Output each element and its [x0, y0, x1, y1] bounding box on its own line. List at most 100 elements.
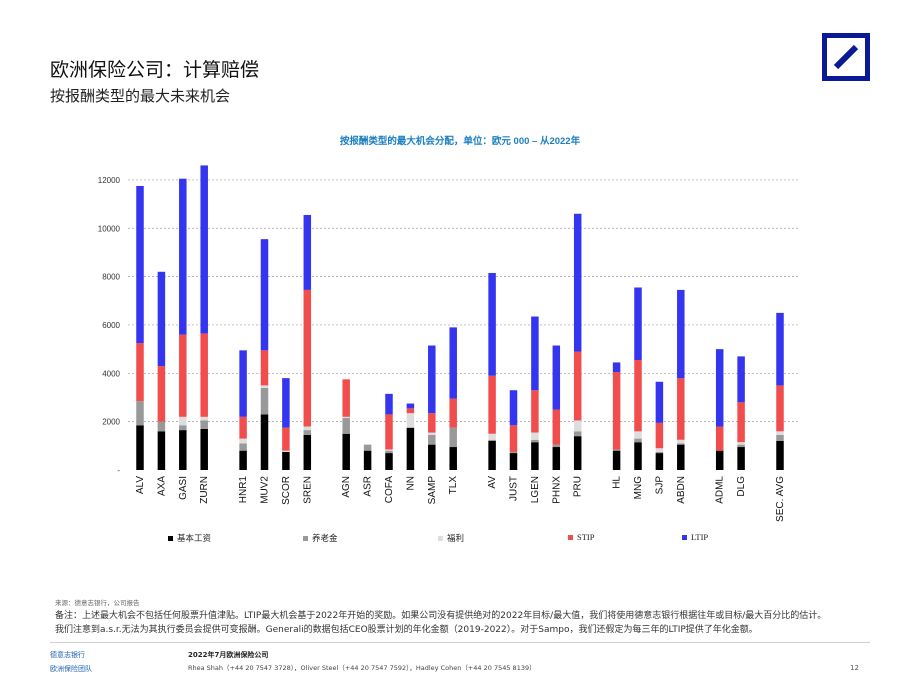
- x-tick-label: SCOR: [281, 476, 292, 505]
- bar-segment: [157, 431, 166, 470]
- bar-segment: [509, 451, 518, 454]
- bar-segment: [200, 428, 208, 470]
- y-tick-label: -: [117, 466, 120, 475]
- bar-segment: [677, 378, 685, 440]
- bar-segment: [715, 349, 724, 427]
- bar-segment: [282, 378, 290, 428]
- y-tick-label: 4000: [102, 369, 120, 378]
- bar-segment: [552, 447, 561, 470]
- bar-segment: [200, 333, 208, 417]
- page-number: 12: [850, 664, 859, 672]
- legend-item-pension: 养老金: [303, 532, 338, 544]
- bar-segment: [634, 442, 642, 470]
- bar-segment: [776, 312, 784, 386]
- legend-swatch-pension: [303, 535, 308, 541]
- bar-segment: [260, 239, 269, 351]
- bar-segment: [385, 449, 393, 451]
- x-tick-label: AV: [487, 476, 498, 489]
- stacked-bar-chart: - 2000 4000 6000 8000 10000 12000 ALV AXA GASI ZUR…: [98, 165, 798, 522]
- page-title: 欧洲保险公司：计算赔偿: [50, 59, 260, 81]
- bar-segment: [612, 362, 621, 373]
- footer-bank-name: 德意志银行: [50, 651, 85, 659]
- chart-title: 按报酬类型的最大机会分配，单位：欧元 000 – 从2022年: [339, 136, 581, 147]
- bar-segment: [239, 350, 247, 417]
- x-tick-label: PHNX: [551, 476, 562, 504]
- bar-segment: [239, 416, 247, 439]
- bar-segment: [282, 451, 290, 470]
- bar-segment: [179, 430, 187, 470]
- bar-segment: [573, 351, 582, 421]
- bar-segment: [677, 439, 685, 444]
- x-tick-label: ZURN: [199, 476, 210, 504]
- bar-segment: [776, 434, 784, 441]
- x-tick-label: LGEN: [530, 476, 541, 503]
- bar-segment: [303, 214, 312, 290]
- bar-segment: [737, 356, 745, 403]
- bar-segment: [509, 425, 518, 452]
- bar-segment: [385, 393, 393, 415]
- x-tick-label: SJP: [654, 476, 665, 495]
- footnote-2: 我们注意到a.s.r.无法为其执行委员会提供可变报酬。Generali的数据包括…: [55, 625, 758, 635]
- x-tick-label: TLX: [448, 476, 459, 495]
- bar-segment: [157, 366, 166, 422]
- bar-segment: [200, 165, 208, 334]
- bar-segment: [342, 433, 350, 470]
- bar-segment: [509, 390, 518, 426]
- bar-segment: [136, 343, 144, 402]
- bar-segment: [157, 421, 166, 432]
- legend-item-base-salary: 基本工资: [168, 532, 211, 544]
- legend-item-benefits: 福利: [438, 532, 464, 544]
- bar-segment: [531, 442, 539, 470]
- bar-segment: [655, 448, 664, 452]
- bar-segment: [428, 413, 436, 433]
- bar-segment: [737, 442, 745, 445]
- x-tick-label: ADML: [715, 476, 726, 504]
- bar-segment: [406, 413, 415, 428]
- footnote-1: 备注：上述最大机会不包括任何股票升值津贴。LTIP最大机会基于2022年开始的奖…: [55, 611, 827, 621]
- bar-segment: [239, 450, 247, 470]
- bar-segment: [531, 316, 539, 391]
- legend-swatch-benefits: [438, 535, 443, 541]
- bar-segment: [260, 350, 269, 386]
- bar-segment: [385, 450, 393, 454]
- x-tick-label: JUST: [509, 476, 520, 501]
- bar-segment: [509, 453, 518, 470]
- bar-segment: [449, 427, 457, 448]
- bar-segment: [449, 327, 457, 399]
- bar-segment: [776, 431, 784, 435]
- bar-segment: [282, 427, 290, 451]
- bar-segment: [655, 381, 664, 423]
- legend-item-ltip: LTIP: [682, 532, 708, 542]
- x-tick-label: MNG: [633, 476, 644, 500]
- bar-segment: [406, 408, 415, 414]
- bar-segment: [531, 432, 539, 440]
- bar-segment: [488, 433, 496, 440]
- x-tick-label: ASR: [363, 476, 374, 497]
- bar-segment: [200, 420, 208, 429]
- bar-segment: [573, 436, 582, 470]
- bar-segment: [677, 289, 685, 379]
- bar-segment: [406, 403, 415, 409]
- bar-segment: [406, 427, 415, 470]
- bar-segment: [200, 416, 208, 421]
- bar-segment: [282, 450, 290, 452]
- bar-segment: [239, 443, 247, 451]
- bar-segment: [776, 440, 784, 470]
- bar-segment: [655, 451, 664, 454]
- bar-segment: [363, 444, 372, 451]
- bar-segment: [136, 425, 144, 470]
- bar-segment: [157, 271, 166, 367]
- x-tick-label: HL: [612, 476, 623, 489]
- bar-segment: [342, 379, 350, 417]
- bar-segment: [488, 439, 496, 441]
- x-tick-label: AGN: [341, 476, 352, 498]
- bar-segment: [363, 450, 372, 470]
- bar-segment: [634, 438, 642, 443]
- legend-label-benefits: 福利: [447, 533, 465, 543]
- bar-segment: [573, 420, 582, 432]
- bar-segment: [428, 434, 436, 445]
- source-note: 来源：德意志银行，公司报告: [55, 599, 140, 607]
- x-tick-label: HNR1: [238, 476, 249, 504]
- x-tick-label: AXA: [156, 476, 167, 496]
- legend-item-stip: STIP: [568, 532, 594, 542]
